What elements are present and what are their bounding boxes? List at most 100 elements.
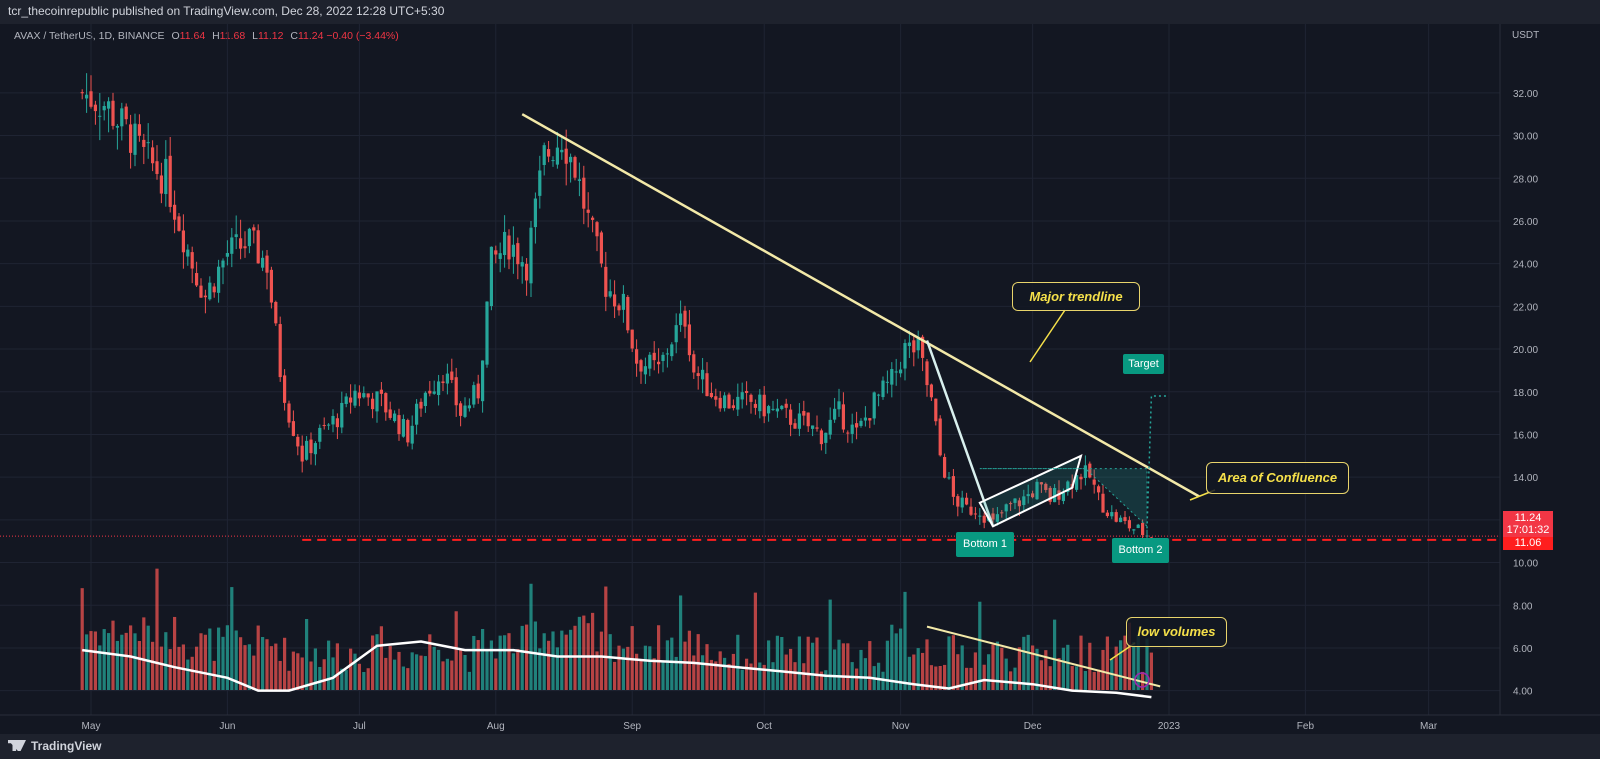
volume-bar	[771, 662, 775, 690]
candle-body	[767, 406, 771, 414]
candle-body	[595, 222, 599, 237]
candle-body	[775, 408, 779, 412]
volume-bar	[203, 634, 207, 690]
candle-body	[881, 380, 885, 398]
change-value: −0.40 (−3.44%)	[326, 30, 399, 42]
candle-body	[608, 291, 612, 297]
volume-bar	[393, 659, 397, 690]
candle-body	[450, 371, 454, 380]
volume-bar	[1097, 669, 1101, 690]
candle-body	[1123, 517, 1127, 522]
volume-bar	[1145, 638, 1149, 690]
volume-bar	[195, 646, 199, 690]
x-tick: Jun	[219, 721, 235, 732]
volume-bar	[124, 632, 128, 690]
volume-bar	[855, 668, 859, 690]
candle-body	[749, 394, 753, 402]
candle-body	[569, 156, 573, 163]
volume-bar	[503, 635, 507, 690]
volume-bar	[107, 633, 111, 690]
volume-bar	[481, 628, 485, 690]
volume-bar	[529, 583, 533, 690]
volume-bar	[415, 654, 419, 690]
tv-icon	[8, 740, 26, 751]
candle-body	[806, 412, 810, 427]
volume-bar	[604, 586, 608, 690]
candle-body	[938, 418, 942, 456]
candle-body	[511, 244, 515, 257]
candle-body	[894, 371, 898, 373]
candle-body	[1136, 524, 1140, 528]
candle-body	[256, 230, 260, 264]
volume-bar	[261, 637, 265, 690]
candle-body	[137, 124, 141, 136]
volume-bar	[753, 592, 757, 690]
price-chart[interactable]: 4.006.008.0010.0012.0014.0016.0018.0020.…	[0, 24, 1600, 734]
candle-body	[1009, 503, 1013, 505]
volume-bar	[929, 665, 933, 690]
drop-line	[925, 340, 995, 527]
candle-body	[146, 142, 150, 144]
volume-bar	[1132, 642, 1136, 690]
volume-bar	[643, 645, 647, 690]
y-tick: 26.00	[1513, 217, 1538, 228]
candle-body	[120, 108, 124, 127]
candle-body	[278, 324, 282, 378]
x-tick: Feb	[1297, 721, 1315, 732]
volume-bar	[1061, 647, 1065, 690]
volume-bar	[608, 634, 612, 690]
x-tick: May	[82, 721, 101, 732]
rising-channel	[978, 453, 1083, 528]
volume-trendline	[926, 625, 1161, 688]
candle-body	[230, 237, 234, 254]
volume-bar	[93, 631, 97, 690]
volume-bar	[181, 644, 185, 690]
bottom2-text: Bottom 2	[1118, 544, 1163, 556]
volume-bar	[890, 624, 894, 690]
candle-body	[1026, 494, 1030, 497]
volume-bar	[362, 671, 366, 690]
volume-bar	[225, 625, 229, 690]
candle-body	[261, 257, 265, 268]
y-tick: 4.00	[1513, 687, 1533, 698]
candle-body	[151, 147, 155, 164]
candle-body	[780, 405, 784, 409]
y-tick: 18.00	[1513, 388, 1538, 399]
candle-body	[503, 231, 507, 256]
candle-body	[173, 204, 177, 220]
candle-body	[362, 393, 366, 398]
candle-body	[727, 394, 731, 409]
candle-body	[467, 405, 471, 409]
candle-body	[393, 413, 397, 422]
volume-bar	[595, 651, 599, 690]
candle-body	[459, 403, 463, 416]
volume-bar	[208, 628, 212, 690]
volume-bar	[256, 625, 260, 690]
x-tick: Mar	[1420, 721, 1438, 732]
volume-bar	[291, 651, 295, 690]
candle-body	[621, 293, 625, 310]
volume-bar	[274, 643, 278, 690]
candle-body	[723, 395, 727, 409]
volume-bar	[635, 653, 639, 690]
candle-body	[432, 391, 436, 394]
x-tick: Jul	[353, 721, 366, 732]
volume-bar	[454, 611, 458, 690]
candle-body	[177, 216, 181, 231]
x-tick: Dec	[1024, 721, 1042, 732]
candle-body	[212, 286, 216, 293]
x-tick: Aug	[487, 721, 505, 732]
volume-bar	[833, 649, 837, 690]
volume-bar	[969, 667, 973, 690]
candle-body	[1141, 522, 1145, 536]
volume-bar	[516, 649, 520, 690]
volume-bar	[621, 648, 625, 690]
tradingview-logo[interactable]: TradingView	[8, 739, 101, 753]
volume-bar	[943, 664, 947, 690]
candle-body	[1110, 512, 1114, 517]
volume-bar	[313, 648, 317, 690]
volume-bar	[1009, 671, 1013, 690]
volume-bar	[1136, 634, 1140, 690]
volume-bar	[841, 643, 845, 690]
candle-body	[1132, 529, 1136, 531]
